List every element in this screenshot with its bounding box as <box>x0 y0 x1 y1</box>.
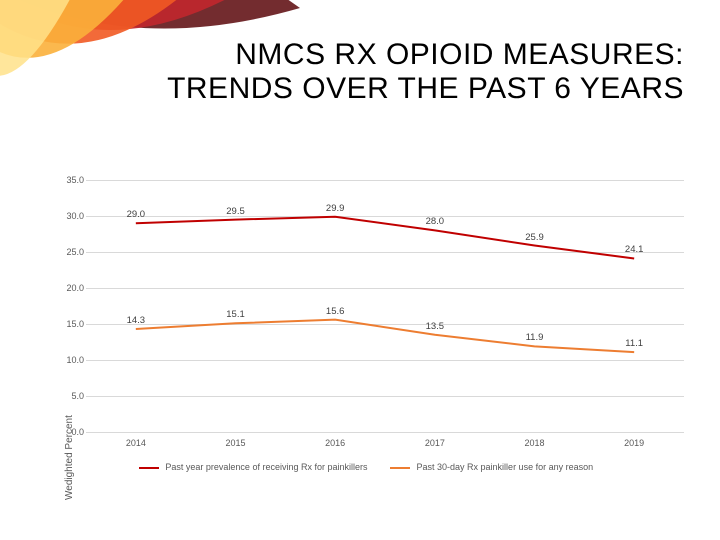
data-label: 29.0 <box>116 209 156 220</box>
legend-swatch-icon <box>390 467 410 469</box>
x-tick-label: 2018 <box>510 438 560 448</box>
data-label: 11.9 <box>515 332 555 343</box>
series-line-0 <box>136 217 634 259</box>
legend-item-0: Past year prevalence of receiving Rx for… <box>139 462 368 472</box>
y-tick-label: 0.0 <box>54 428 84 437</box>
series-line-1 <box>136 320 634 352</box>
y-tick-label: 30.0 <box>54 212 84 221</box>
chart-lines <box>86 180 684 432</box>
data-label: 14.3 <box>116 315 156 326</box>
data-label: 29.9 <box>315 203 355 214</box>
legend-label: Past 30-day Rx painkiller use for any re… <box>417 462 594 472</box>
y-tick-label: 10.0 <box>54 356 84 365</box>
data-label: 15.1 <box>216 309 256 320</box>
legend-label: Past year prevalence of receiving Rx for… <box>165 462 367 472</box>
legend: Past year prevalence of receiving Rx for… <box>48 462 684 472</box>
y-tick-label: 35.0 <box>54 176 84 185</box>
legend-item-1: Past 30-day Rx painkiller use for any re… <box>390 462 593 472</box>
x-tick-label: 2017 <box>410 438 460 448</box>
y-tick-label: 25.0 <box>54 248 84 257</box>
y-tick-label: 5.0 <box>54 392 84 401</box>
x-tick-label: 2014 <box>111 438 161 448</box>
data-label: 15.6 <box>315 306 355 317</box>
x-tick-label: 2016 <box>310 438 360 448</box>
data-label: 24.1 <box>614 244 654 255</box>
data-label: 11.1 <box>614 338 654 349</box>
data-label: 28.0 <box>415 216 455 227</box>
y-tick-label: 20.0 <box>54 284 84 293</box>
legend-swatch-icon <box>139 467 159 469</box>
gridline <box>86 432 684 433</box>
page-title: NMCS RX OPIOID MEASURES: TRENDS OVER THE… <box>144 38 684 105</box>
x-tick-label: 2015 <box>211 438 261 448</box>
data-label: 13.5 <box>415 321 455 332</box>
y-tick-label: 15.0 <box>54 320 84 329</box>
line-chart: Wedighted Percent 0.05.010.015.020.025.0… <box>48 180 684 480</box>
data-label: 25.9 <box>515 232 555 243</box>
x-tick-label: 2019 <box>609 438 659 448</box>
data-label: 29.5 <box>216 206 256 217</box>
